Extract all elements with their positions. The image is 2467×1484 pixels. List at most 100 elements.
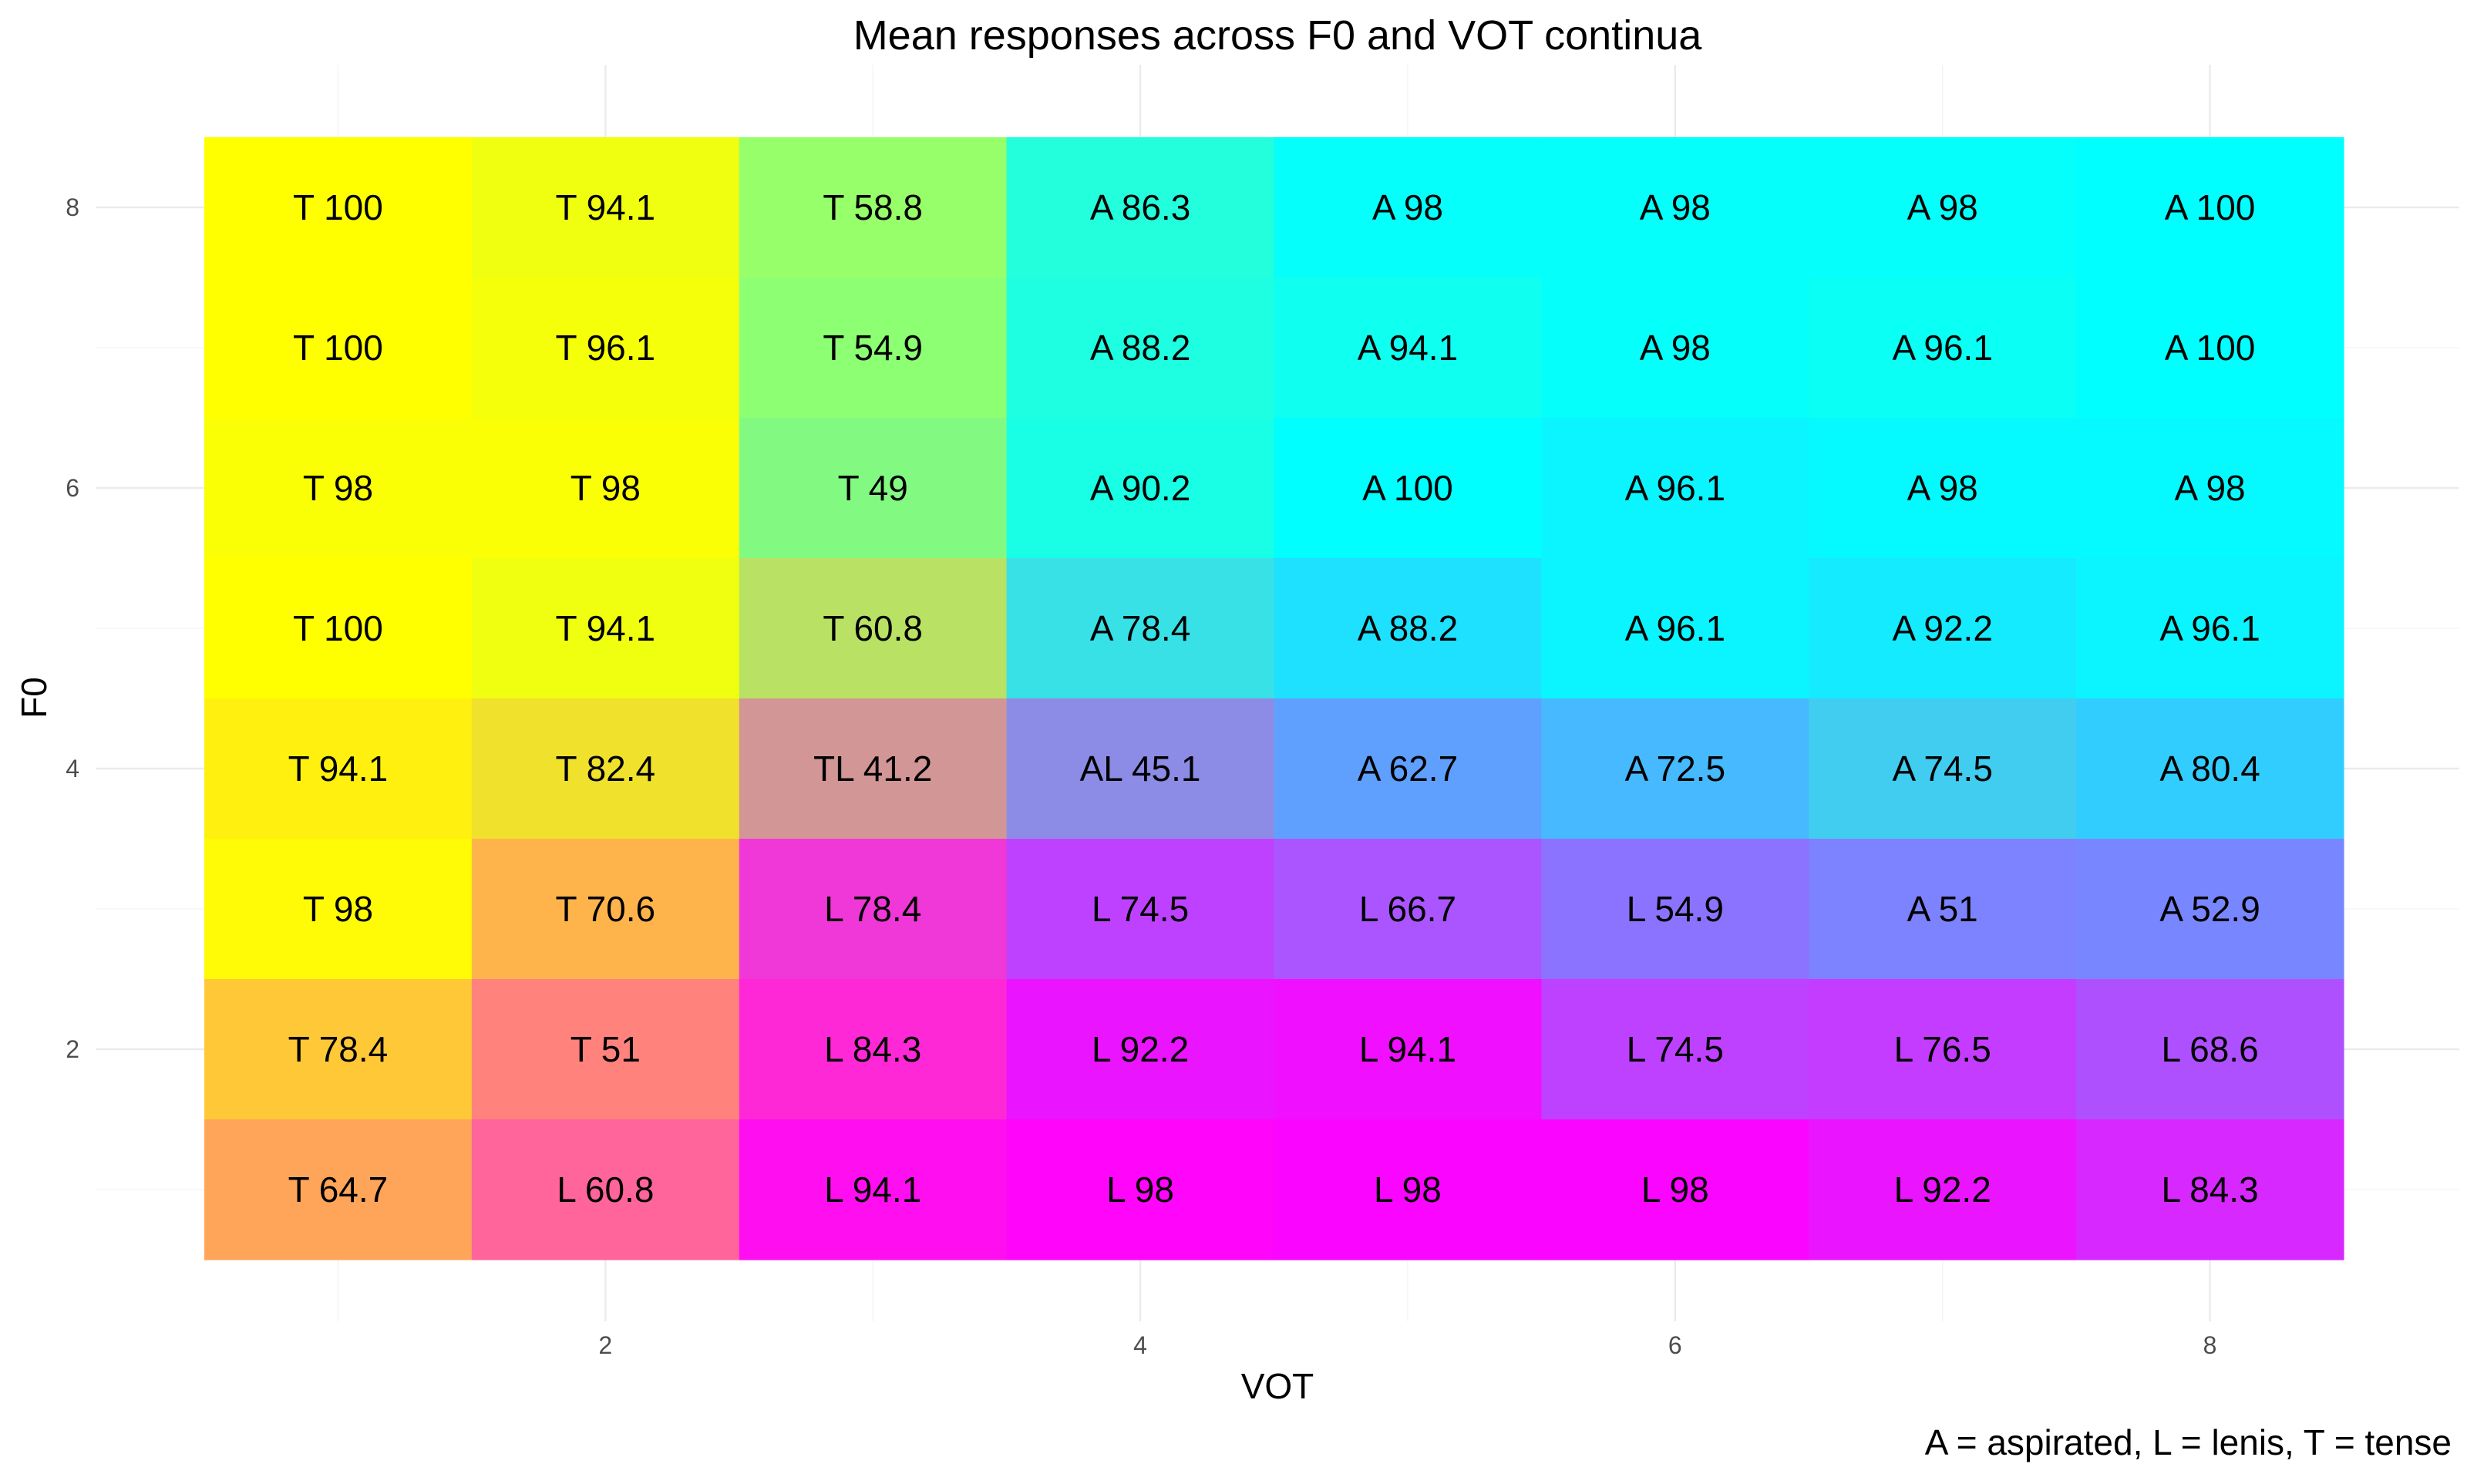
cell-value-label: A 62.7 <box>1358 749 1458 789</box>
cell-value-label: A 52.9 <box>2159 889 2260 929</box>
heatmap-cell <box>204 698 473 840</box>
cell-value-label: A 98 <box>1640 187 1711 227</box>
cell-value-label: T 94.1 <box>556 187 656 227</box>
heatmap-cell <box>739 418 1008 559</box>
cell-value-label: L 98 <box>1106 1169 1174 1210</box>
cell-value-label: L 98 <box>1374 1169 1442 1210</box>
heatmap-cells <box>204 137 2344 1260</box>
heatmap-cell <box>1274 839 1542 980</box>
cell-value-label: L 60.8 <box>557 1169 654 1210</box>
heatmap-cell <box>1006 418 1275 559</box>
cell-value-label: L 98 <box>1641 1169 1709 1210</box>
heatmap-cell <box>2076 698 2344 840</box>
cell-value-label: A 98 <box>2175 468 2246 508</box>
chart-title: Mean responses across F0 and VOT continu… <box>853 12 1703 59</box>
cell-value-label: L 92.2 <box>1894 1169 1991 1210</box>
heatmap-cell <box>1006 1119 1275 1260</box>
cell-value-label: T 64.7 <box>288 1169 389 1210</box>
cell-value-label: L 74.5 <box>1627 1029 1724 1069</box>
cell-value-label: A 94.1 <box>1358 328 1458 368</box>
heatmap-cell <box>471 979 740 1120</box>
cell-value-label: T 96.1 <box>556 328 656 368</box>
cell-value-label: T 100 <box>293 328 383 368</box>
x-tick-label: 2 <box>598 1331 612 1359</box>
cell-value-label: A 98 <box>1907 468 1978 508</box>
heatmap-cell <box>1809 979 2077 1120</box>
cell-value-label: L 78.4 <box>824 889 921 929</box>
cell-value-label: T 98 <box>303 468 373 508</box>
cell-value-label: A 78.4 <box>1090 608 1190 648</box>
cell-value-label: L 74.5 <box>1092 889 1189 929</box>
cell-value-label: T 100 <box>293 608 383 648</box>
heatmap-cell <box>739 558 1008 699</box>
y-tick-label: 2 <box>66 1035 79 1063</box>
cell-value-label: T 60.8 <box>823 608 923 648</box>
heatmap-cell <box>2076 839 2344 980</box>
cell-value-label: A 90.2 <box>1090 468 1190 508</box>
heatmap-cell <box>204 558 473 699</box>
heatmap-cell <box>1809 698 2077 840</box>
x-tick-label: 8 <box>2203 1331 2217 1359</box>
cell-value-label: A 98 <box>1907 187 1978 227</box>
cell-value-label: L 76.5 <box>1894 1029 1991 1069</box>
cell-value-label: T 49 <box>838 468 908 508</box>
heatmap-cell <box>2076 558 2344 699</box>
heatmap-cell <box>2076 137 2344 278</box>
heatmap-cell <box>1274 418 1542 559</box>
y-tick-label: 6 <box>66 474 79 502</box>
cell-value-label: A 80.4 <box>2159 749 2260 789</box>
chart-caption: A = aspirated, L = lenis, T = tense <box>1925 1422 2452 1462</box>
heatmap-cell <box>739 839 1008 980</box>
heatmap-cell <box>1809 137 2077 278</box>
cell-value-label: T 70.6 <box>556 889 656 929</box>
cell-value-label: A 96.1 <box>1892 328 1992 368</box>
heatmap-cell <box>1809 839 2077 980</box>
heatmap-cell <box>471 278 740 419</box>
cell-value-label: L 94.1 <box>1359 1029 1456 1069</box>
heatmap-cell <box>1541 698 1809 840</box>
cell-value-label: A 74.5 <box>1892 749 1992 789</box>
cell-value-label: L 94.1 <box>824 1169 921 1210</box>
cell-value-label: T 78.4 <box>288 1029 389 1069</box>
heatmap-cell <box>1541 278 1809 419</box>
heatmap-cell <box>471 558 740 699</box>
cell-value-label: A 100 <box>2165 187 2256 227</box>
heatmap-cell <box>1274 278 1542 419</box>
heatmap-cell <box>1274 137 1542 278</box>
heatmap-cell <box>1541 418 1809 559</box>
heatmap-cell <box>204 137 473 278</box>
heatmap-cell <box>739 278 1008 419</box>
cell-value-label: A 51 <box>1907 889 1978 929</box>
cell-labels: T 100 T 94.1 T 58.8 A 86.3 A 98 A 98 A 98 A 100… <box>288 187 2260 1210</box>
heatmap-cell <box>1809 1119 2077 1260</box>
heatmap-cell <box>1809 418 2077 559</box>
heatmap-cell <box>1274 558 1542 699</box>
x-tick-label: 4 <box>1133 1331 1147 1359</box>
cell-value-label: T 98 <box>570 468 641 508</box>
cell-value-label: T 82.4 <box>556 749 656 789</box>
heatmap-cell <box>1006 839 1275 980</box>
cell-value-label: L 54.9 <box>1627 889 1724 929</box>
cell-value-label: A 96.1 <box>1625 468 1725 508</box>
heatmap-cell <box>1541 839 1809 980</box>
y-tick-labels: 2 4 6 8 <box>66 193 79 1063</box>
cell-value-label: A 100 <box>2165 328 2256 368</box>
heatmap-cell <box>2076 418 2344 559</box>
heatmap-cell <box>739 698 1008 840</box>
heatmap-cell <box>1006 278 1275 419</box>
cell-value-label: L 84.3 <box>824 1029 921 1069</box>
heatmap-cell <box>1274 698 1542 840</box>
cell-value-label: T 94.1 <box>556 608 656 648</box>
cell-value-label: L 84.3 <box>2161 1169 2258 1210</box>
x-tick-labels: 2 4 6 8 <box>598 1331 2216 1359</box>
heatmap-cell <box>1541 558 1809 699</box>
heatmap-cell <box>1006 698 1275 840</box>
x-axis-title: VOT <box>1241 1366 1314 1406</box>
heatmap-cell <box>2076 278 2344 419</box>
heatmap-cell <box>1274 1119 1542 1260</box>
cell-value-label: T 58.8 <box>823 187 923 227</box>
cell-value-label: A 92.2 <box>1892 608 1992 648</box>
heatmap-cell <box>471 1119 740 1260</box>
heatmap-cell <box>2076 1119 2344 1260</box>
